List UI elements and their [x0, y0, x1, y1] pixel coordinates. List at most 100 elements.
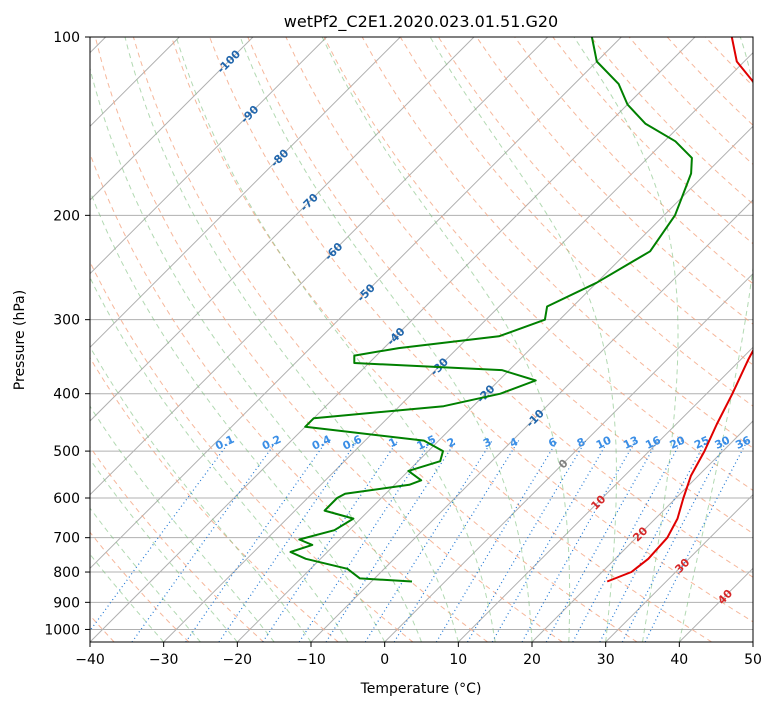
y-tick-label: 600: [53, 491, 80, 507]
isotherm-line: [384, 272, 753, 642]
mixing-ratio-label: 30: [713, 433, 733, 451]
moist-adiabat-line: [321, 37, 571, 642]
mixing-ratio-label: 2: [445, 435, 457, 450]
x-tick-label: 20: [523, 652, 541, 668]
isotherm-line: [605, 493, 753, 642]
dry-adiabat-line: [90, 446, 264, 642]
dry-adiabat-line: [247, 37, 753, 578]
series-layer: [289, 37, 753, 583]
mixing-ratio-label: 0.2: [260, 433, 283, 453]
dry-adiabat-line: [514, 37, 753, 285]
dry-adiabat-line: [209, 37, 753, 623]
mixing-ratio-line: [325, 440, 457, 642]
isotherm-line: [531, 420, 753, 642]
y-tick-label: 700: [53, 531, 80, 547]
mixing-ratio-label: 3: [481, 435, 493, 450]
moist-adiabat-line: [90, 405, 275, 642]
mixing-ratio-label: 13: [621, 434, 640, 452]
line-label-layer: 0.1 0.2 0.4 0.6 1 1.5 2 3 4 6 8 10 13 16 20 25 30 36-100-…: [213, 47, 753, 607]
x-tick-label: 50: [744, 652, 762, 668]
mixing-ratio-label: 6: [546, 435, 559, 450]
mixing-ratio-line: [185, 440, 328, 642]
x-tick-label: 40: [670, 652, 688, 668]
y-tick-label: 200: [53, 208, 80, 224]
mixing-ratio-label: 0.4: [310, 433, 333, 453]
mixing-ratio-line: [393, 440, 520, 642]
isotherm-line: [310, 199, 753, 642]
y-tick-label: 400: [53, 387, 80, 403]
plot-frame: [89, 36, 754, 643]
isotherm-label: -50: [355, 281, 378, 304]
dry-adiabat-line: [437, 37, 753, 366]
mixing-ratio-label: 16: [643, 433, 663, 451]
dry-adiabat-line: [90, 356, 339, 642]
y-tick-label: 300: [53, 313, 80, 329]
x-tick-label: −30: [149, 652, 179, 668]
isotherm-line: [752, 641, 753, 642]
isotherm-label: -90: [238, 103, 261, 126]
x-tick-label: 10: [449, 652, 467, 668]
x-tick-label: −40: [75, 652, 105, 668]
tick-layer: −40 −30 −20 −10 0 10 20 30 40 50 1000 900 800 700 600 5…: [44, 30, 762, 668]
isotherm-label: -60: [322, 240, 345, 263]
isotherm-line: [90, 37, 475, 422]
mixing-ratio-line: [599, 440, 707, 642]
x-tick-label: 0: [380, 652, 389, 668]
isotherm-line: [90, 37, 549, 496]
isotherm-line: [90, 37, 254, 201]
dry-adiabat-line: [361, 37, 753, 449]
dry-adiabat-line: [90, 152, 488, 642]
mixing-ratio-line: [466, 440, 587, 642]
mixing-ratio-line: [545, 440, 659, 642]
moist-adiabat-line: [90, 66, 422, 642]
mixing-ratio-label: 0.6: [341, 433, 364, 453]
moist-adiabat-line: [429, 37, 617, 642]
moist-adiabat-line: [90, 276, 349, 642]
x-tick-label: −10: [296, 652, 326, 668]
isotherm-line: [90, 37, 622, 570]
x-tick-label: −20: [223, 652, 253, 668]
isotherm-line: [457, 346, 753, 642]
y-axis-label: Pressure (hPa): [12, 290, 28, 390]
mixing-ratio-line: [90, 440, 231, 632]
y-tick-label: 100: [53, 30, 80, 46]
mixing-ratio-line: [435, 440, 558, 642]
mixing-ratio-label: 0.1: [213, 433, 236, 453]
isotherm-line: [678, 567, 753, 642]
y-tick-label: 800: [53, 565, 80, 581]
moist-adiabat-line: [90, 189, 386, 642]
x-axis-label: Temperature (°C): [360, 681, 482, 697]
isotherm-label: 10: [588, 492, 608, 512]
chart-title: wetPf2_C2E1.2020.023.01.51.G20: [284, 12, 558, 32]
isotherm-label: -100: [215, 47, 244, 76]
mixing-ratio-label: 20: [668, 433, 688, 451]
mixing-ratio-line: [644, 440, 748, 642]
moist-adiabat-line: [239, 37, 533, 642]
moist-adiabat-line: [90, 507, 201, 642]
dry-adiabat-line: [90, 260, 414, 642]
mixing-ratio-label: 8: [575, 435, 587, 450]
dry-adiabat-line: [132, 37, 638, 642]
moist-adiabat-line: [90, 553, 165, 642]
mixing-ratio-line: [491, 440, 609, 642]
mixing-ratio-line: [131, 440, 278, 642]
y-tick-label: 1000: [44, 622, 80, 638]
y-tick-label: 900: [53, 595, 80, 611]
moist-adiabat-line: [175, 37, 496, 642]
moist-adiabat-line: [90, 346, 312, 642]
isotherm-line: [90, 37, 328, 275]
y-tick-label: 500: [53, 444, 80, 460]
dry-adiabat-line: [90, 531, 190, 642]
isotherm-label: 40: [715, 587, 735, 607]
mixing-ratio-label: 36: [733, 433, 753, 451]
mixing-ratio-label: 10: [594, 433, 614, 451]
moist-adiabat-line: [573, 37, 679, 642]
dry-adiabat-line: [666, 37, 753, 126]
temperature-profile-line: [606, 37, 753, 583]
dewpoint-profile-line: [289, 37, 693, 583]
dry-adiabat-line: [590, 37, 753, 205]
mixing-ratio-line: [364, 440, 493, 642]
dry-adiabat-line: [704, 37, 753, 87]
moist-adiabat-line: [90, 458, 238, 642]
